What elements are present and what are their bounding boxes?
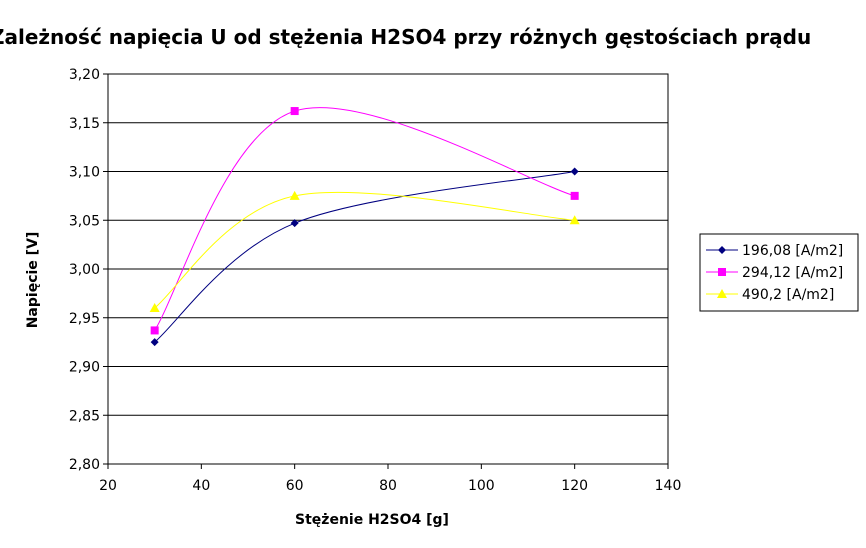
series-line [154, 191, 575, 309]
x-tick-label: 20 [99, 478, 117, 494]
x-axis-ticks: 20 40 60 80 100 120 140 [99, 464, 681, 494]
series-line [154, 171, 575, 343]
y-tick-label: 3,15 [69, 116, 100, 132]
x-tick-label: 140 [655, 478, 682, 494]
data-point [150, 326, 159, 335]
y-tick-label: 2,90 [69, 360, 100, 376]
y-tick-label: 2,95 [69, 311, 100, 327]
y-tick-label: 3,20 [69, 67, 100, 83]
data-point [569, 215, 580, 225]
data-point [150, 338, 159, 347]
legend-marker [717, 289, 727, 298]
legend: 196,08 [A/m2] 294,12 [A/m2] 490,2 [A/m2] [699, 233, 859, 312]
x-tick-label: 60 [286, 478, 304, 494]
data-point [570, 191, 579, 200]
legend-label: 294,12 [A/m2] [742, 265, 843, 281]
y-tick-label: 3,00 [69, 262, 100, 278]
data-point [290, 107, 299, 116]
legend-marker [718, 268, 726, 276]
x-axis-label: Stężenie H2SO4 [g] [295, 512, 449, 528]
data-point [149, 303, 160, 312]
series-2 [150, 107, 579, 335]
y-tick-label: 2,85 [69, 408, 100, 424]
series-3 [149, 190, 580, 312]
x-tick-label: 100 [468, 478, 495, 494]
data-point [289, 190, 300, 200]
legend-item: 196,08 [A/m2] [706, 243, 843, 259]
x-tick-label: 40 [192, 478, 210, 494]
data-point [570, 167, 579, 176]
y-axis-ticks: 2,80 2,85 2,90 2,95 3,00 3,05 3,10 3,15 3,20 [69, 67, 108, 473]
legend-label: 196,08 [A/m2] [742, 243, 843, 259]
y-tick-label: 3,05 [69, 213, 100, 229]
chart-title: Zależność napięcia U od stężenia H2SO4 p… [0, 25, 811, 49]
legend-item: 490,2 [A/m2] [706, 287, 834, 303]
series-group [149, 107, 580, 347]
legend-item: 294,12 [A/m2] [706, 265, 843, 281]
legend-marker [718, 246, 726, 254]
x-tick-label: 120 [561, 478, 588, 494]
x-tick-label: 80 [379, 478, 397, 494]
y-tick-label: 3,10 [69, 165, 100, 181]
series-1 [150, 167, 579, 347]
y-axis-label: Napięcie [V] [25, 232, 41, 329]
legend-label: 490,2 [A/m2] [742, 287, 834, 303]
data-point [290, 219, 299, 228]
y-tick-label: 2,80 [69, 457, 100, 473]
